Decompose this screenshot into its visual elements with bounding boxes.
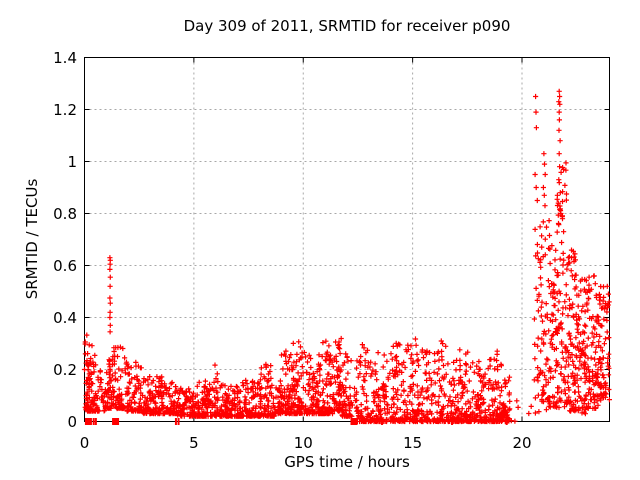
y-tick-label: 0.8 — [53, 204, 77, 223]
zero-cluster-blob — [451, 418, 453, 425]
y-tick-label: 1.2 — [53, 100, 77, 119]
y-tick-label: 0.2 — [53, 360, 77, 379]
y-tick-label: 1 — [67, 152, 77, 171]
x-tick-label: 20 — [512, 434, 532, 452]
plot-border — [84, 57, 610, 422]
zero-cluster-blob — [112, 418, 120, 425]
zero-cluster-blob — [84, 418, 92, 425]
chart-title: Day 309 of 2011, SRMTID for receiver p09… — [183, 17, 511, 35]
x-tick-label: 15 — [403, 434, 423, 452]
zero-cluster-blob — [94, 418, 97, 425]
zero-cluster-blob — [350, 418, 358, 425]
axis-ticks — [84, 57, 610, 422]
y-tick-label: 0 — [67, 412, 77, 431]
y-tick-label: 0.6 — [53, 256, 77, 275]
zero-cluster-blob — [505, 418, 508, 425]
zero-cluster-blob — [381, 418, 383, 425]
scatter-points — [81, 88, 612, 425]
x-tick-label: 5 — [189, 434, 199, 452]
x-tick-label: 10 — [293, 434, 313, 452]
zero-cluster-blob — [92, 418, 95, 425]
x-axis-label: GPS time / hours — [284, 453, 410, 471]
zero-cluster-blob — [177, 418, 180, 425]
y-tick-label: 0.4 — [53, 308, 77, 327]
zero-cluster-blob — [174, 418, 177, 425]
x-tick-label: 0 — [79, 434, 90, 452]
y-tick-label: 1.4 — [53, 48, 77, 67]
